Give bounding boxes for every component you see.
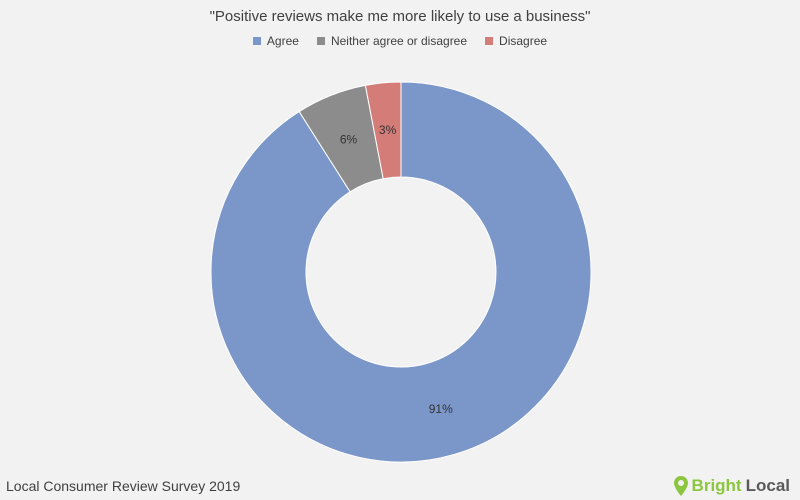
map-pin-icon: [673, 476, 688, 496]
chart-title: "Positive reviews make me more likely to…: [209, 8, 591, 25]
legend-label-disagree: Disagree: [499, 34, 548, 48]
legend-label-agree: Agree: [266, 34, 299, 48]
brand-bright: Bright: [691, 476, 742, 495]
slice-label-neither: 6%: [340, 133, 358, 147]
slice-label-agree: 91%: [429, 402, 453, 416]
legend-item-neither: Neither agree or disagree: [316, 34, 468, 48]
legend: Agree Neither agree or disagree Disagree: [0, 34, 800, 48]
source-caption: Local Consumer Review Survey 2019: [6, 478, 241, 494]
slice-agree: [210, 81, 592, 463]
legend-item-disagree: Disagree: [485, 34, 547, 48]
brand-local: Local: [745, 476, 790, 495]
legend-swatch-neither: [316, 37, 325, 45]
brand-logo: Bright Local: [673, 476, 790, 496]
slice-disagree: [364, 81, 402, 180]
legend-item-agree: Agree: [252, 34, 299, 48]
slice-label-disagree: 3%: [379, 123, 397, 137]
legend-label-neither: Neither agree or disagree: [330, 34, 468, 48]
legend-swatch-agree: [252, 37, 261, 45]
legend-swatch-disagree: [485, 37, 494, 45]
